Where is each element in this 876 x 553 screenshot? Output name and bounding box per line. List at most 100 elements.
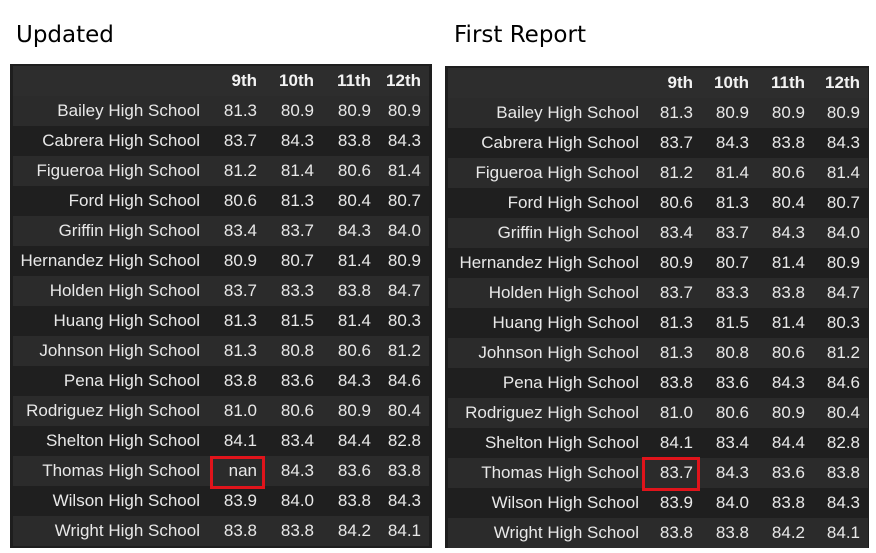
school-name: Holden High School [488,283,639,302]
table-row: Hernandez High School 80.9 80.7 81.4 80.9 [13,246,429,276]
score-cell: 84.1 [223,431,257,450]
index-header [13,66,208,96]
updated-table-panel: 9th 10th 11th 12th Bailey High School 81.3 80… [10,64,432,548]
score-cell: 80.7 [826,193,860,212]
score-cell: 84.3 [337,221,371,240]
score-cell: 84.1 [826,523,860,542]
table-row: Griffin High School 83.4 83.7 84.3 84.0 [13,216,429,246]
school-name: Pena High School [63,371,200,390]
score-cell: 80.6 [337,341,371,360]
table-row: Cabrera High School 83.7 84.3 83.8 84.3 [13,126,429,156]
table-row: Cabrera High School 83.7 84.3 83.8 84.3 [448,128,868,158]
table-row: Bailey High School 81.3 80.9 80.9 80.9 [448,98,868,128]
score-cell: 83.4 [715,433,749,452]
score-cell: 80.8 [280,341,314,360]
column-header: 9th [231,71,258,90]
table-row: Rodriguez High School 81.0 80.6 80.9 80.4 [13,396,429,426]
score-cell: 83.8 [771,283,805,302]
column-header: 9th [667,73,694,92]
score-cell: 81.3 [659,313,693,332]
school-name: Wright High School [54,521,200,540]
score-cell: 84.4 [771,433,805,452]
header-row: 9th 10th 11th 12th [448,68,868,98]
score-cell: 83.7 [642,457,701,491]
score-cell: 83.7 [223,131,257,150]
score-cell: 80.6 [715,403,749,422]
school-name: Hernandez High School [459,253,639,272]
school-name: Griffin High School [58,221,200,240]
score-cell: 81.4 [337,251,371,270]
score-cell: 83.7 [659,283,693,302]
score-cell: 81.4 [715,163,749,182]
table-row: Wright High School 83.8 83.8 84.2 84.1 [448,518,868,548]
table-row: Thomas High School nan 84.3 83.6 83.8 [13,456,429,489]
highlight-box [642,457,700,491]
score-cell: 84.1 [387,521,421,540]
score-cell: 80.9 [387,101,421,120]
index-header [448,68,647,98]
score-cell: 84.3 [715,133,749,152]
score-cell: 81.4 [280,161,314,180]
score-cell: 84.6 [387,371,421,390]
score-cell: 84.3 [337,371,371,390]
score-cell: 84.0 [387,221,421,240]
score-cell: 83.7 [280,221,314,240]
school-name: Ford High School [507,193,639,212]
score-cell: 83.4 [280,431,314,450]
first-report-table: 9th 10th 11th 12th Bailey High School 81.3 80… [448,68,868,548]
table-row: Holden High School 83.7 83.3 83.8 84.7 [13,276,429,306]
score-cell: 84.2 [337,521,371,540]
score-cell: 81.5 [715,313,749,332]
score-cell: 80.4 [826,403,860,422]
score-cell: 80.9 [771,403,805,422]
score-cell: 81.2 [387,341,421,360]
column-header: 12th [825,73,860,92]
score-cell: 83.6 [280,371,314,390]
score-cell: 80.9 [659,253,693,272]
score-cell: 83.6 [337,461,371,480]
school-name: Thomas High School [42,461,200,480]
score-cell: 84.3 [715,463,749,482]
score-cell: 84.6 [826,373,860,392]
score-cell: 83.8 [771,493,805,512]
score-cell: 83.4 [223,221,257,240]
school-name: Bailey High School [496,103,639,122]
column-header: 10th [279,71,314,90]
updated-table: 9th 10th 11th 12th Bailey High School 81.3 80… [13,66,429,546]
table-row: Figueroa High School 81.2 81.4 80.6 81.4 [448,158,868,188]
score-cell: 80.6 [337,161,371,180]
score-cell: 83.9 [659,493,693,512]
score-cell: 80.3 [387,311,421,330]
score-cell: 83.8 [771,133,805,152]
score-cell: 84.4 [337,431,371,450]
score-cell: 83.6 [715,373,749,392]
first-report-table-panel: 9th 10th 11th 12th Bailey High School 81.3 80… [445,66,869,548]
school-name: Thomas High School [481,463,639,482]
school-name: Johnson High School [478,343,639,362]
score-cell: 82.8 [387,431,421,450]
score-cell: 83.8 [280,521,314,540]
score-cell: 81.4 [337,311,371,330]
score-cell: 80.9 [771,103,805,122]
score-cell: 84.3 [387,491,421,510]
first-report-caption: First Report [454,22,586,48]
school-name: Figueroa High School [36,161,200,180]
score-cell: 80.6 [771,163,805,182]
score-cell: 84.3 [826,133,860,152]
score-cell: 83.8 [223,521,257,540]
score-cell: 83.4 [659,223,693,242]
table-row: Johnson High School 81.3 80.8 80.6 81.2 [448,338,868,368]
score-cell: 80.7 [280,251,314,270]
score-cell: 84.0 [826,223,860,242]
score-cell: 81.4 [387,161,421,180]
score-cell: 80.7 [387,191,421,210]
table-row: Holden High School 83.7 83.3 83.8 84.7 [448,278,868,308]
table-row: Ford High School 80.6 81.3 80.4 80.7 [448,188,868,218]
score-cell: 83.3 [280,281,314,300]
school-name: Rodriguez High School [465,403,639,422]
score-cell: 84.7 [387,281,421,300]
header-row: 9th 10th 11th 12th [13,66,429,96]
table-row: Bailey High School 81.3 80.9 80.9 80.9 [13,96,429,126]
score-cell: 81.2 [223,161,257,180]
score-cell: 80.8 [715,343,749,362]
